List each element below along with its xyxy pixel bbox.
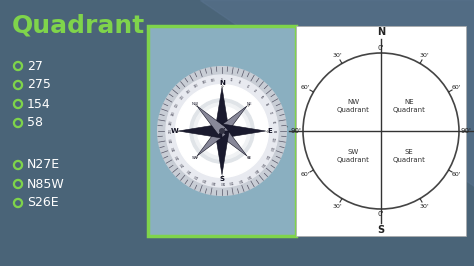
Circle shape [303,53,459,209]
Circle shape [13,198,22,207]
Circle shape [13,118,22,127]
Text: W: W [276,126,287,136]
Text: 60': 60' [452,172,461,177]
Bar [296,26,466,236]
Text: SE
Quadrant: SE Quadrant [392,149,426,163]
Text: 275: 275 [27,78,51,92]
Circle shape [16,182,20,186]
Bar [148,26,296,236]
Text: Quadrant: Quadrant [12,14,145,38]
Text: 30': 30' [333,204,342,209]
Circle shape [13,99,22,109]
Text: 58: 58 [27,117,43,130]
Circle shape [16,102,20,106]
Circle shape [16,64,20,68]
Text: 30': 30' [419,204,429,209]
Text: 90': 90' [290,128,301,134]
Text: N27E: N27E [27,159,60,172]
Text: NE
Quadrant: NE Quadrant [392,99,426,113]
Text: SW
Quadrant: SW Quadrant [337,149,369,163]
Text: 27: 27 [27,60,43,73]
Text: 90': 90' [461,128,472,134]
Circle shape [16,83,20,87]
Text: S: S [377,225,384,235]
Circle shape [13,81,22,89]
Text: N85W: N85W [27,177,65,190]
Text: N: N [377,27,385,37]
Circle shape [13,160,22,169]
Circle shape [16,201,20,205]
Text: 60': 60' [301,85,310,90]
Text: 60': 60' [452,85,461,90]
Text: 30': 30' [333,53,342,58]
Circle shape [16,163,20,167]
Text: 0': 0' [378,211,384,217]
Text: 60': 60' [301,172,310,177]
Circle shape [13,61,22,70]
Circle shape [16,121,20,125]
Text: 30': 30' [419,53,429,58]
Text: 0': 0' [378,45,384,51]
Text: S26E: S26E [27,197,59,210]
Circle shape [13,180,22,189]
Text: NW
Quadrant: NW Quadrant [337,99,369,113]
Text: 154: 154 [27,98,51,110]
Polygon shape [200,0,474,186]
